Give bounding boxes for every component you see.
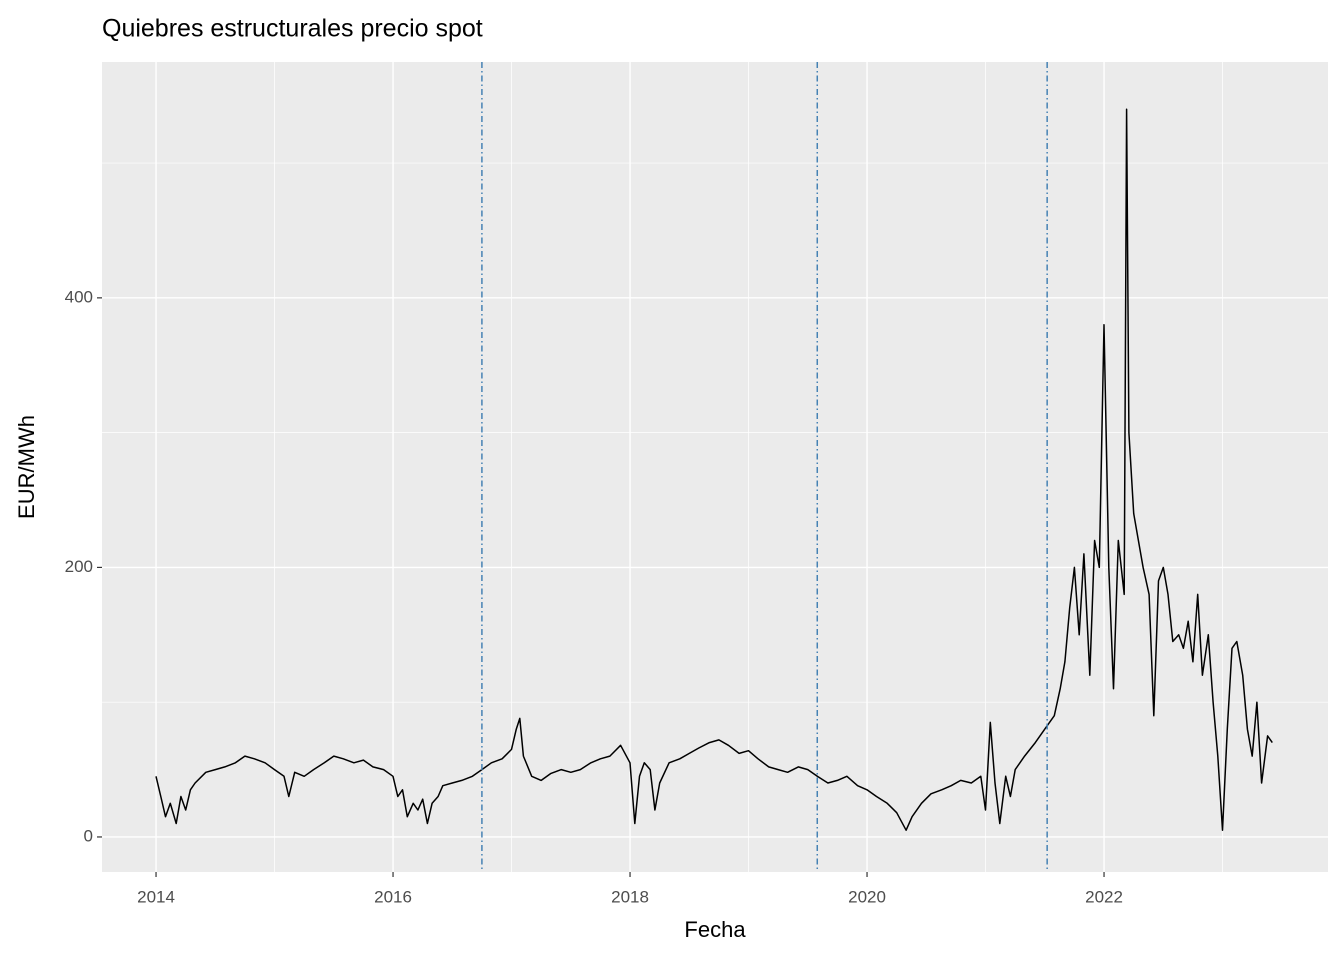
x-tick-label: 2018	[611, 887, 649, 906]
y-tick-label: 200	[65, 557, 93, 576]
chart-title: Quiebres estructurales precio spot	[102, 15, 483, 43]
x-tick-label: 2022	[1085, 887, 1123, 906]
x-tick-label: 2016	[374, 887, 412, 906]
y-tick-label: 400	[65, 287, 93, 306]
price-line	[155, 108, 1273, 831]
x-tick-label: 2020	[848, 887, 886, 906]
x-axis-title: Fecha	[684, 917, 746, 942]
plot-panel	[102, 62, 1328, 872]
y-tick-label: 0	[84, 826, 93, 845]
y-axis-title: EUR/MWh	[14, 415, 39, 519]
x-tick-label: 2014	[137, 887, 175, 906]
